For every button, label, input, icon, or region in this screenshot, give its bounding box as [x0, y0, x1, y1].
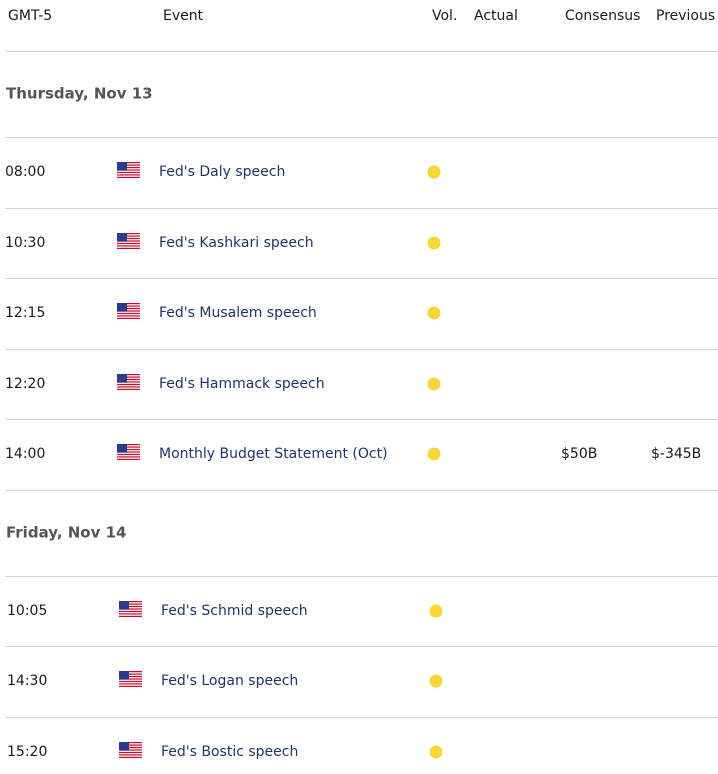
volatility-dot [427, 377, 441, 390]
us-flag [117, 373, 140, 390]
row-rule [5, 716, 718, 718]
section-date: Thursday, Nov 13 [6, 84, 153, 103]
event-name: Fed's Bostic speech [161, 743, 299, 760]
flag [119, 671, 142, 691]
header-volatility: Vol. [432, 8, 458, 24]
flag [117, 373, 140, 394]
volatility-dot [429, 604, 443, 617]
volatility-dot [427, 306, 441, 320]
section-rule [5, 575, 718, 577]
us-flag [117, 162, 140, 178]
volatility-dot [429, 745, 443, 758]
volatility-dot [427, 165, 441, 179]
us-flag [117, 303, 140, 319]
row-rule [5, 278, 718, 279]
event-name: Fed's Logan speech [161, 673, 299, 689]
row-rule [5, 489, 718, 491]
us-flag [119, 671, 142, 687]
us-flag [117, 444, 140, 460]
event-name: Fed's Hammack speech [159, 375, 325, 392]
consensus-value: $50B [561, 446, 598, 462]
event-name: Fed's Schmid speech [161, 602, 308, 619]
event-name: Monthly Budget Statement (Oct) [159, 446, 388, 462]
event-name: Fed's Musalem speech [159, 305, 317, 321]
flag [117, 444, 140, 464]
event-time: 12:20 [5, 375, 46, 392]
event-time: 15:20 [7, 743, 48, 760]
volatility-dot [427, 447, 441, 461]
header-previous: Previous [656, 8, 716, 24]
flag [119, 741, 142, 762]
flag [117, 232, 140, 253]
us-flag [119, 600, 142, 617]
header-rule [5, 51, 718, 52]
flag [117, 162, 140, 182]
event-time: 08:00 [5, 164, 46, 180]
event-time: 12:15 [5, 305, 46, 321]
us-flag [117, 232, 140, 249]
event-name: Fed's Kashkari speech [159, 234, 314, 251]
header-consensus: Consensus [565, 8, 641, 24]
row-rule [5, 419, 718, 420]
volatility-dot [429, 674, 443, 688]
header-event: Event [163, 8, 204, 24]
section-date: Friday, Nov 14 [6, 523, 127, 541]
section-rule [5, 137, 718, 138]
volatility-dot [427, 236, 441, 249]
row-rule [5, 646, 718, 647]
flag [119, 600, 142, 621]
previous-value: $-345B [651, 446, 702, 462]
flag [117, 303, 140, 323]
header-time-zone: GMT-5 [8, 8, 53, 24]
event-name: Fed's Daly speech [159, 164, 286, 180]
us-flag [119, 741, 142, 758]
event-time: 14:00 [5, 446, 46, 462]
row-rule [5, 348, 718, 350]
event-time: 10:30 [5, 234, 46, 251]
header-actual: Actual [474, 8, 518, 24]
row-rule [5, 207, 718, 209]
event-time: 14:30 [7, 673, 48, 689]
event-time: 10:05 [7, 602, 48, 619]
